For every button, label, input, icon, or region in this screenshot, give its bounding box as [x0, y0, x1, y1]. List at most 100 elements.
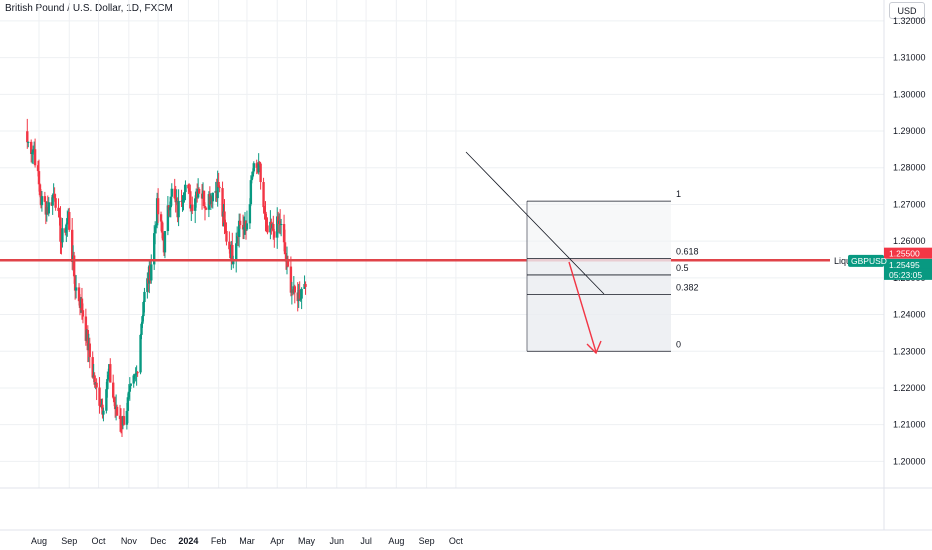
bearish-candle [115, 406, 119, 416]
bearish-candle [118, 415, 122, 420]
bearish-candle [277, 216, 280, 224]
bearish-candle [203, 206, 207, 208]
currency-button[interactable]: USD [889, 2, 925, 19]
bearish-candle [224, 222, 227, 231]
bearish-candle [36, 165, 40, 172]
bearish-candle [202, 190, 206, 207]
time-tick-label: Oct [92, 536, 107, 546]
bearish-candle [223, 211, 226, 223]
bearish-candle [258, 161, 261, 164]
bullish-candle [299, 298, 302, 300]
bearish-candle [122, 416, 126, 425]
bullish-candle [232, 259, 235, 265]
price-tick-label: 1.24000 [893, 310, 926, 320]
bearish-candle [93, 375, 96, 385]
bullish-candle [128, 385, 131, 392]
price-tick-label: 1.32000 [893, 16, 926, 26]
bullish-candle [140, 323, 143, 335]
bullish-candle [211, 192, 214, 202]
bearish-candle [38, 184, 42, 196]
time-tick-label: Sep [61, 536, 77, 546]
bearish-candle [58, 211, 61, 218]
bullish-candle [166, 205, 170, 232]
bullish-candle [153, 227, 157, 234]
bullish-candle [150, 264, 153, 281]
bullish-candle [107, 375, 110, 380]
bearish-candle [272, 224, 275, 232]
bearish-candle [159, 214, 163, 222]
bullish-candle [237, 220, 241, 238]
bearish-candle [68, 211, 71, 230]
time-axis[interactable]: Aug Sep Oct Nov Dec 2024 Feb Mar Apr May Jun Jul Aug… [0, 487, 932, 546]
bullish-candle [242, 227, 246, 230]
bearish-candle [70, 229, 74, 262]
bearish-candle [43, 196, 47, 202]
bullish-candle [168, 207, 172, 211]
bullish-candle [169, 196, 173, 208]
bullish-candle [146, 278, 149, 292]
trend-line [465, 151, 605, 295]
bullish-candle [65, 224, 68, 233]
bearish-candle [217, 181, 220, 188]
bearish-candle [188, 188, 191, 192]
bullish-candle [216, 181, 219, 199]
bearish-candle [231, 244, 234, 265]
bullish-candle [134, 373, 137, 375]
bearish-candle [298, 290, 301, 300]
bearish-candle [95, 382, 98, 388]
bearish-candle [259, 163, 262, 183]
bullish-candle [105, 389, 108, 411]
bullish-candle [153, 233, 156, 265]
time-tick-label: Aug [31, 536, 47, 546]
bearish-candle [218, 187, 221, 189]
last-price-badge: 1.25495 [889, 260, 920, 270]
bullish-candle [47, 202, 50, 214]
bullish-candle [129, 383, 132, 386]
bearish-candle [156, 198, 160, 215]
projection-arrow-head [586, 340, 602, 355]
bearish-candle [77, 287, 81, 302]
bearish-candle [273, 231, 276, 238]
bullish-candle [235, 243, 238, 260]
bearish-candle [161, 232, 165, 241]
bullish-candle [133, 374, 136, 376]
fib-level-label: 1 [676, 189, 681, 199]
bearish-candle [112, 397, 116, 403]
bearish-candle [289, 266, 293, 293]
bullish-candle [66, 218, 69, 225]
fib-level-label: 0.5 [676, 263, 689, 273]
bullish-candle [177, 200, 180, 218]
bullish-candle [74, 287, 78, 291]
price-tick-label: 1.28000 [893, 163, 926, 173]
bearish-candle [113, 402, 117, 410]
level-label: Liqu [834, 256, 851, 266]
bearish-candle [221, 188, 224, 217]
bullish-candle [252, 163, 255, 172]
bearish-candle [80, 298, 84, 311]
bearish-candle [204, 207, 208, 210]
bullish-candle [251, 171, 255, 177]
bearish-candle [263, 207, 266, 212]
grid-lines [0, 0, 884, 488]
bearish-candle [255, 163, 258, 168]
bullish-candle [143, 291, 146, 303]
bullish-candle [245, 223, 249, 230]
bearish-candle [282, 224, 286, 243]
time-tick-label: Dec [150, 536, 167, 546]
level-price-badge-bg [884, 247, 932, 259]
bearish-candle [91, 357, 94, 378]
bullish-candle [276, 216, 279, 238]
bearish-candle [238, 220, 242, 226]
bearish-candle [173, 188, 176, 199]
price-tick-label: 1.21000 [893, 420, 926, 430]
price-tick-label: 1.22000 [893, 383, 926, 393]
bearish-candle [101, 404, 104, 415]
bearish-candle [109, 364, 112, 383]
bearish-candle [88, 343, 91, 358]
candlestick-series [26, 118, 307, 437]
bearish-candle [228, 241, 231, 250]
bearish-candle [112, 382, 115, 398]
bullish-candle [102, 410, 105, 415]
bullish-candle [300, 288, 303, 299]
